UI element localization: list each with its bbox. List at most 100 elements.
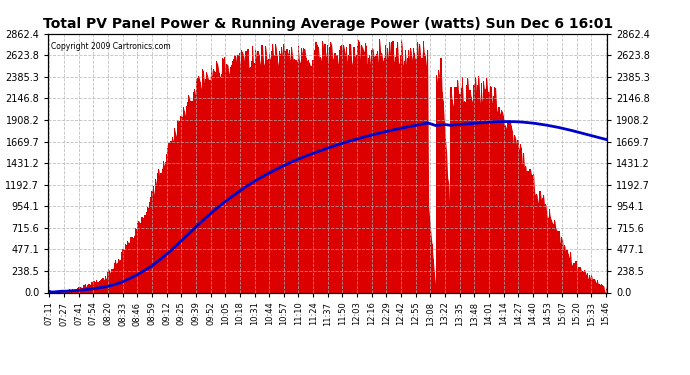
Bar — [503, 116, 504, 292]
Bar — [375, 56, 376, 292]
Bar — [132, 238, 134, 292]
Bar — [603, 286, 604, 292]
Bar — [263, 63, 264, 292]
Bar — [523, 153, 524, 292]
Bar — [53, 291, 55, 292]
Bar — [512, 131, 513, 292]
Bar — [59, 291, 60, 292]
Bar — [143, 218, 144, 292]
Bar — [91, 282, 92, 292]
Bar — [511, 126, 512, 292]
Bar — [497, 112, 498, 292]
Bar — [560, 243, 561, 292]
Bar — [416, 59, 417, 292]
Bar — [163, 160, 164, 292]
Bar — [467, 78, 469, 292]
Bar — [526, 176, 527, 292]
Bar — [367, 64, 368, 292]
Bar — [562, 240, 563, 292]
Bar — [248, 68, 250, 292]
Bar — [262, 45, 263, 292]
Bar — [332, 58, 333, 292]
Bar — [124, 250, 125, 292]
Bar — [556, 231, 558, 292]
Bar — [308, 60, 309, 292]
Bar — [599, 284, 600, 292]
Bar — [235, 56, 236, 292]
Bar — [192, 101, 193, 292]
Bar — [369, 56, 370, 292]
Bar — [302, 56, 303, 292]
Bar — [265, 46, 266, 292]
Bar — [60, 291, 61, 292]
Bar — [514, 135, 515, 292]
Bar — [531, 174, 532, 292]
Bar — [123, 249, 124, 292]
Bar — [521, 148, 522, 292]
Bar — [155, 179, 156, 292]
Bar — [474, 84, 475, 292]
Bar — [338, 64, 339, 292]
Bar — [284, 54, 286, 292]
Bar — [465, 102, 466, 292]
Bar — [494, 87, 495, 292]
Bar — [227, 65, 228, 292]
Bar — [204, 83, 205, 292]
Bar — [152, 186, 154, 292]
Bar — [577, 269, 578, 292]
Bar — [358, 40, 359, 292]
Bar — [207, 77, 208, 292]
Bar — [72, 290, 73, 292]
Bar — [566, 250, 568, 292]
Bar — [330, 42, 331, 292]
Bar — [121, 252, 123, 292]
Bar — [505, 126, 506, 292]
Bar — [69, 289, 70, 292]
Bar — [219, 77, 221, 292]
Bar — [77, 288, 78, 292]
Bar — [593, 279, 594, 292]
Bar — [136, 229, 137, 292]
Bar — [391, 42, 393, 292]
Bar — [174, 128, 175, 292]
Bar — [79, 287, 80, 292]
Bar — [393, 62, 395, 292]
Bar — [592, 281, 593, 292]
Bar — [464, 101, 465, 292]
Bar — [80, 286, 81, 292]
Bar — [415, 60, 416, 292]
Bar — [475, 77, 476, 292]
Bar — [541, 200, 542, 292]
Bar — [128, 243, 129, 292]
Bar — [73, 290, 75, 292]
Bar — [553, 224, 554, 292]
Bar — [388, 59, 389, 292]
Bar — [384, 45, 386, 292]
Bar — [184, 111, 185, 292]
Bar — [320, 57, 321, 292]
Bar — [126, 246, 127, 292]
Bar — [165, 162, 166, 292]
Bar — [378, 63, 379, 292]
Bar — [357, 46, 358, 292]
Bar — [117, 263, 118, 292]
Bar — [252, 46, 253, 292]
Bar — [111, 269, 112, 292]
Bar — [294, 59, 295, 292]
Bar — [525, 165, 526, 292]
Bar — [254, 63, 255, 292]
Bar — [322, 41, 324, 292]
Bar — [226, 63, 227, 292]
Bar — [168, 142, 169, 292]
Bar — [102, 278, 103, 292]
Bar — [428, 207, 429, 292]
Bar — [355, 55, 357, 292]
Bar — [406, 64, 407, 292]
Bar — [571, 264, 572, 292]
Bar — [193, 92, 194, 292]
Bar — [436, 75, 437, 292]
Bar — [584, 270, 585, 292]
Bar — [435, 284, 436, 292]
Bar — [559, 231, 560, 292]
Bar — [97, 282, 98, 292]
